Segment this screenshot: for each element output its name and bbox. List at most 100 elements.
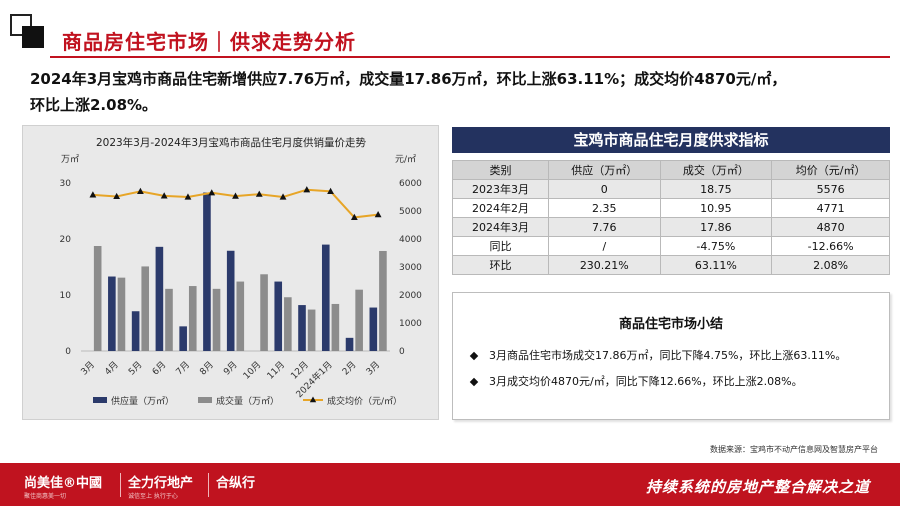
y-right-tick-label: 6000	[399, 179, 422, 189]
legend-marker-price	[309, 396, 317, 403]
deal-bar	[93, 246, 102, 351]
table-cell: 2.35	[548, 198, 661, 218]
diamond-bullet-icon	[469, 351, 479, 361]
table-cell: 18.75	[659, 179, 773, 199]
table-row: 2024年2月 2.35 10.95 4771	[452, 198, 890, 218]
footer-divider	[208, 473, 209, 497]
y-right-tick-label: 5000	[399, 207, 422, 217]
table-cell: -12.66%	[771, 236, 890, 256]
table-cell: 2024年3月	[452, 217, 549, 237]
price-point	[89, 191, 97, 198]
deal-bar	[331, 303, 340, 351]
y-right-tick-label: 0	[399, 347, 405, 357]
table-cell: /	[548, 236, 661, 256]
price-point	[279, 193, 287, 200]
supply-bar	[226, 250, 235, 351]
x-tick-label: 4月	[103, 359, 121, 377]
logo-quanlixing-tagline: 诚信至上 执行于心	[128, 493, 178, 500]
y-right-unit: 元/㎡	[395, 154, 416, 165]
x-tick-label: 5月	[126, 359, 144, 377]
supply-bar	[369, 307, 378, 351]
supply-bar	[203, 192, 211, 351]
footer-divider	[120, 473, 121, 497]
price-point	[137, 187, 144, 194]
header-divider	[50, 56, 890, 58]
deal-bar	[284, 297, 292, 351]
table-cell: 2.08%	[771, 255, 890, 275]
y-left-tick-label: 0	[65, 347, 71, 357]
footer-bar: 尚美佳®中國 聚佳商惠美一切 全力行地产 诚信至上 执行于心 合纵行 持续系统的…	[0, 463, 900, 506]
table-cell: 230.21%	[548, 255, 661, 275]
summary-bullet: 3月成交均价4870元/㎡，同比下降12.66%，环比上涨2.08%。	[469, 373, 803, 389]
x-tick-label: 12月	[289, 359, 311, 381]
legend-label-price: 成交均价（元/㎡）	[327, 395, 402, 407]
table-cell: 10.95	[659, 198, 773, 218]
supply-bar	[131, 311, 140, 351]
headline-line-2: 环比上涨2.08%。	[30, 96, 158, 114]
deal-bar	[307, 309, 316, 351]
x-tick-label: 9月	[221, 359, 239, 377]
headline-line-1: 2024年3月宝鸡市商品住宅新增供应7.76万㎡，成交量17.86万㎡，环比上涨…	[30, 70, 787, 88]
price-point	[374, 211, 382, 218]
table-cell: 17.86	[659, 217, 773, 237]
supply-bar	[155, 246, 164, 351]
chart-panel: 2023年3月-2024年3月宝鸡市商品住宅月度供销量价走势 万㎡ 元/㎡ 0 10 20…	[22, 125, 439, 420]
summary-title: 商品住宅市场小结	[618, 317, 723, 332]
supply-bar	[108, 276, 116, 351]
price-point	[113, 192, 121, 200]
table-cell: 63.11%	[659, 255, 773, 275]
price-point	[232, 192, 239, 199]
table-header-cell: 均价（元/㎡）	[771, 160, 890, 180]
logo-quanlixing: 全力行地产	[128, 476, 194, 491]
page-title: 商品房住宅市场｜供求走势分析	[62, 30, 356, 54]
supply-bar	[321, 244, 330, 351]
x-tick-label: 6月	[150, 359, 168, 377]
table-row: 2023年3月 0 18.75 5576	[452, 179, 890, 199]
y-right-tick-label: 4000	[399, 235, 422, 245]
deal-bar	[355, 289, 363, 351]
footer-slogan: 持续系统的房地产整合解决之道	[645, 478, 870, 496]
table-cell: 5576	[771, 179, 890, 199]
x-tick-label: 8月	[198, 359, 216, 377]
deal-bar	[236, 281, 245, 351]
table-cell: 4771	[771, 198, 890, 218]
table-header-cell: 成交（万㎡）	[659, 160, 773, 180]
y-right-tick-label: 2000	[399, 291, 422, 301]
summary-bullet-text: 3月成交均价4870元/㎡，同比下降12.66%，环比上涨2.08%。	[489, 375, 803, 388]
y-left-unit: 万㎡	[61, 154, 79, 165]
indicator-table: 类别 供应（万㎡） 成交（万㎡） 均价（元/㎡） 2023年3月 0 18.75…	[452, 160, 890, 275]
x-tick-label: 3月	[364, 359, 382, 377]
table-cell: 环比	[452, 255, 549, 275]
headline: 2024年3月宝鸡市商品住宅新增供应7.76万㎡，成交量17.86万㎡，环比上涨…	[30, 66, 880, 118]
price-point	[327, 187, 334, 194]
logo-shangmeijia-tagline: 聚佳商惠美一切	[24, 493, 67, 500]
supply-bar	[179, 326, 187, 351]
summary-bullet: 3月商品住宅市场成交17.86万㎡，同比下降4.75%，环比上涨63.11%。	[469, 347, 846, 363]
header-square-fill	[22, 26, 44, 48]
deal-bar	[260, 274, 268, 351]
table-row: 同比 / -4.75% -12.66%	[452, 236, 890, 256]
price-point	[303, 186, 311, 193]
table-row: 环比 230.21% 63.11% 2.08%	[452, 255, 890, 275]
diamond-bullet-icon	[469, 377, 479, 387]
deal-bar	[212, 288, 221, 351]
y-left-tick-label: 20	[60, 235, 72, 245]
table-cell: 7.76	[548, 217, 661, 237]
x-tick-label: 11月	[265, 359, 287, 381]
price-point	[255, 190, 263, 197]
y-right-tick-label: 3000	[399, 263, 422, 273]
legend-label-supply: 供应量（万㎡）	[111, 395, 174, 407]
x-tick-label: 10月	[241, 359, 263, 381]
table-cell: 4870	[771, 217, 890, 237]
deal-bar	[141, 266, 150, 351]
legend-swatch-supply	[93, 397, 107, 403]
price-point	[208, 189, 216, 196]
chart-title: 2023年3月-2024年3月宝鸡市商品住宅月度供销量价走势	[96, 136, 367, 149]
legend-label-deal: 成交量（万㎡）	[216, 395, 279, 407]
price-point	[184, 193, 192, 200]
summary-box: 商品住宅市场小结 3月商品住宅市场成交17.86万㎡，同比下降4.75%，环比上…	[452, 292, 890, 420]
deal-bar	[379, 250, 387, 351]
table-header-row: 类别 供应（万㎡） 成交（万㎡） 均价（元/㎡）	[452, 160, 890, 180]
table-cell: 同比	[452, 236, 549, 256]
